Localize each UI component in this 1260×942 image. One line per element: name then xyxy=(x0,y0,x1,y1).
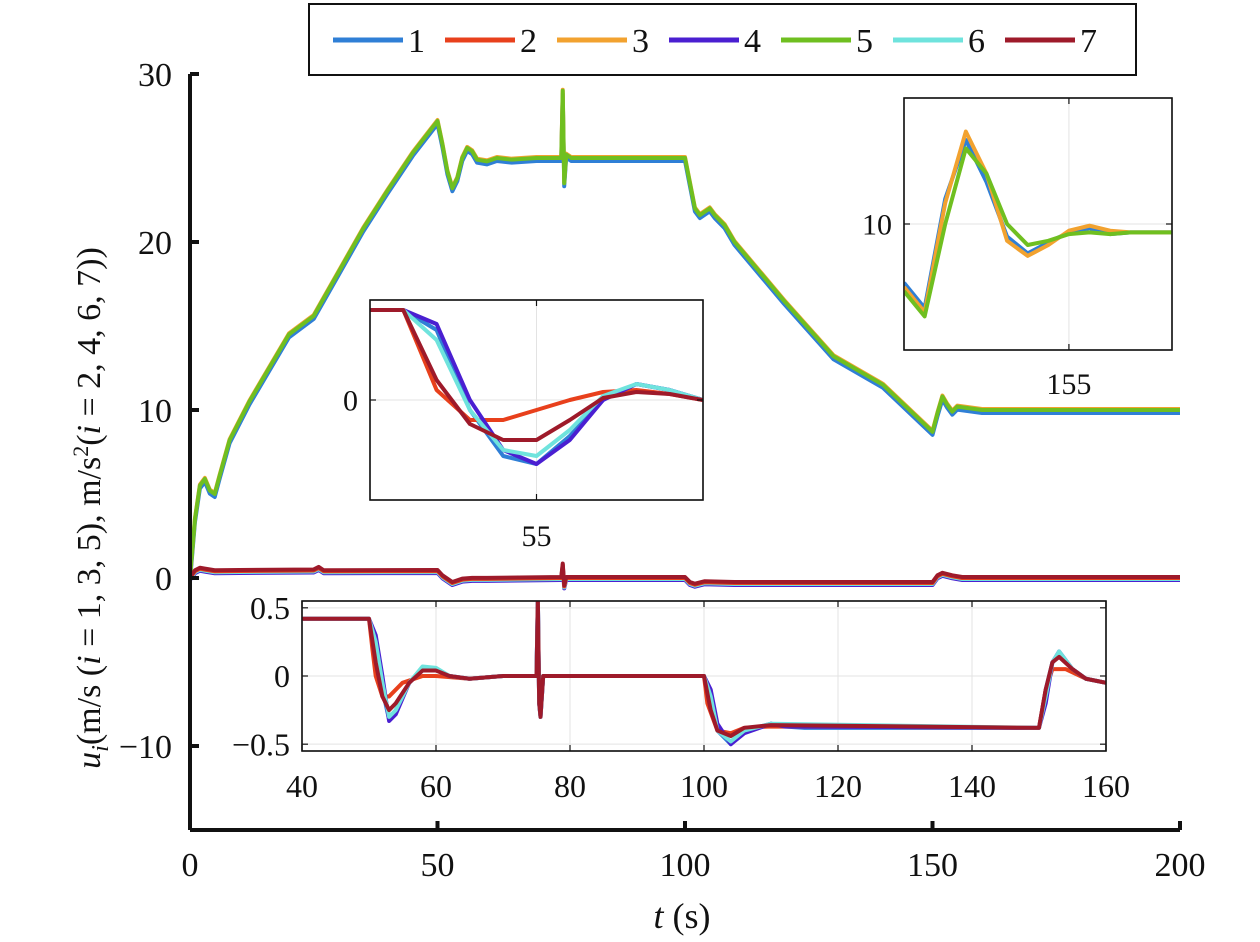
series-7-line xyxy=(188,561,1180,588)
inset-x-tick-label: 55 xyxy=(522,520,552,553)
y-axis-label-part1-var: i xyxy=(71,655,108,664)
inset-series-7-line xyxy=(302,601,1106,738)
legend-label-2: 2 xyxy=(520,23,537,60)
legend-label-5: 5 xyxy=(856,23,873,60)
inset-y-tick-label: −0.5 xyxy=(232,726,290,762)
inset-x-tick-label: 120 xyxy=(814,768,862,804)
inset-series-5-line xyxy=(904,146,1172,319)
x-axis-label: t (s) xyxy=(653,896,710,936)
x-tick-label: 50 xyxy=(421,847,455,884)
inset-x-tick-label: 80 xyxy=(554,768,586,804)
y-axis-label-part2: ( xyxy=(71,434,108,445)
inset-series-6-line xyxy=(370,308,703,458)
x-tick-label: 200 xyxy=(1155,847,1206,884)
y-tick-label: 20 xyxy=(138,225,172,262)
y-axis-label-var: u xyxy=(71,752,108,769)
main-series xyxy=(188,87,1180,591)
inset-x-tick-label: 40 xyxy=(286,768,318,804)
inset-y-tick-label: 0.5 xyxy=(250,590,290,626)
inset-top-right: 155 10 xyxy=(862,97,1173,401)
y-axis-label-sub: i xyxy=(88,745,114,752)
inset-y-tick-label: 0 xyxy=(343,385,358,418)
series-5-line xyxy=(188,88,1180,579)
y-axis-label: ui(m/s (i = 1, 3, 5), m/s2(i = 2, 4, 6, … xyxy=(68,247,114,769)
inset-middle: 55 0 xyxy=(343,299,704,553)
inset-x-tick-label: 160 xyxy=(1082,768,1130,804)
legend-label-1: 1 xyxy=(408,23,425,60)
inset-y-tick-label: 10 xyxy=(862,209,892,242)
y-tick-label: −10 xyxy=(119,729,172,766)
legend-label-4: 4 xyxy=(744,23,761,60)
inset-y-tick-label: 0 xyxy=(274,658,290,694)
legend-label-3: 3 xyxy=(632,23,649,60)
y-tick-label: 0 xyxy=(155,561,172,598)
legend-label-6: 6 xyxy=(968,23,985,60)
x-axis-label-var: t xyxy=(653,896,664,936)
y-axis-label-part2-rest: = 2, 4, 6, 7)) xyxy=(71,247,108,425)
inset-series-7-line xyxy=(370,308,703,442)
x-tick-label: 100 xyxy=(660,847,711,884)
x-axis-label-unit: (s) xyxy=(664,896,711,936)
y-axis-label-part1: (m/s ( xyxy=(71,665,108,745)
y-axis-label-part1-rest: = 1, 3, 5), m/s xyxy=(71,457,108,656)
y-tick-label: 10 xyxy=(138,393,172,430)
legend: 1 2 3 4 5 6 7 xyxy=(308,3,1137,76)
inset-x-tick-label: 100 xyxy=(680,768,728,804)
inset-x-tick-label: 155 xyxy=(1046,368,1091,401)
y-tick-label: 30 xyxy=(138,57,172,94)
y-axis-label-part2-var: i xyxy=(71,425,108,434)
x-tick-label: 150 xyxy=(907,847,958,884)
inset-x-tick-label: 140 xyxy=(948,768,996,804)
y-axis-label-sup: 2 xyxy=(68,446,93,457)
legend-label-7: 7 xyxy=(1080,23,1097,60)
inset-series-3-line xyxy=(904,129,1172,315)
inset-x-tick-label: 60 xyxy=(420,768,452,804)
x-tick-label: 0 xyxy=(182,847,199,884)
inset-bottom: 40 60 80 100 120 140 160 −0.5 0 0.5 xyxy=(232,590,1130,804)
